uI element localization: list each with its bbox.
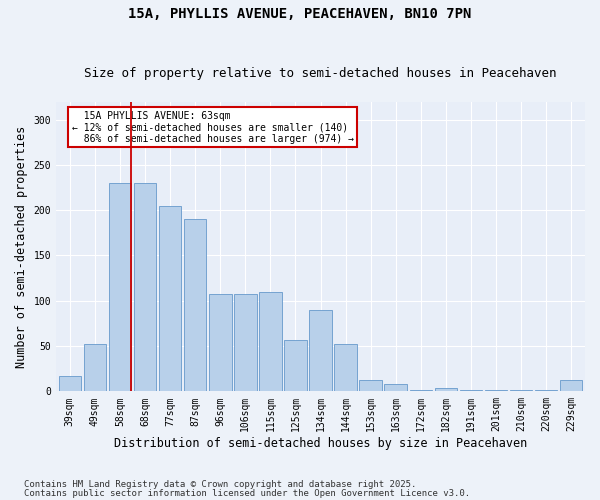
Bar: [385, 384, 407, 392]
Bar: [83, 344, 106, 392]
Bar: [434, 388, 457, 392]
Bar: [109, 183, 131, 392]
Bar: [460, 390, 482, 392]
Bar: [259, 292, 281, 392]
Bar: [560, 380, 583, 392]
Bar: [234, 294, 257, 392]
Bar: [535, 390, 557, 392]
Bar: [59, 376, 81, 392]
Bar: [485, 390, 507, 392]
Y-axis label: Number of semi-detached properties: Number of semi-detached properties: [15, 126, 28, 368]
Bar: [359, 380, 382, 392]
Text: Contains HM Land Registry data © Crown copyright and database right 2025.: Contains HM Land Registry data © Crown c…: [24, 480, 416, 489]
Text: Contains public sector information licensed under the Open Government Licence v3: Contains public sector information licen…: [24, 488, 470, 498]
Bar: [334, 344, 357, 392]
Text: 15A, PHYLLIS AVENUE, PEACEHAVEN, BN10 7PN: 15A, PHYLLIS AVENUE, PEACEHAVEN, BN10 7P…: [128, 8, 472, 22]
Bar: [209, 294, 232, 392]
Bar: [309, 310, 332, 392]
Bar: [184, 219, 206, 392]
Bar: [134, 183, 157, 392]
Bar: [510, 390, 532, 392]
Bar: [410, 390, 432, 392]
Bar: [284, 340, 307, 392]
X-axis label: Distribution of semi-detached houses by size in Peacehaven: Distribution of semi-detached houses by …: [114, 437, 527, 450]
Text: 15A PHYLLIS AVENUE: 63sqm
← 12% of semi-detached houses are smaller (140)
  86% : 15A PHYLLIS AVENUE: 63sqm ← 12% of semi-…: [72, 110, 354, 144]
Bar: [159, 206, 181, 392]
Title: Size of property relative to semi-detached houses in Peacehaven: Size of property relative to semi-detach…: [84, 66, 557, 80]
